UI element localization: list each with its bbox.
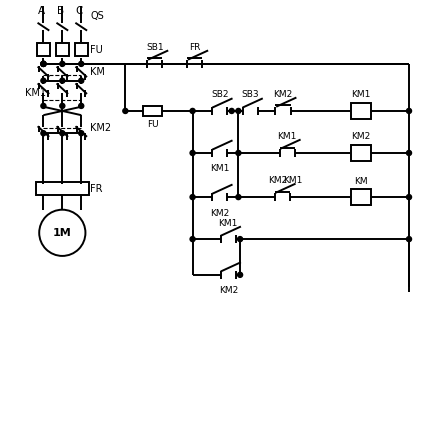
Text: KM2: KM2 <box>351 133 370 142</box>
Bar <box>351 145 371 162</box>
Circle shape <box>79 61 84 67</box>
Circle shape <box>41 61 46 67</box>
Circle shape <box>60 131 65 136</box>
Circle shape <box>190 108 195 114</box>
Circle shape <box>79 131 84 136</box>
Bar <box>143 106 162 116</box>
Circle shape <box>41 131 46 136</box>
Circle shape <box>407 194 412 200</box>
Text: C: C <box>75 6 83 16</box>
Circle shape <box>407 108 412 114</box>
Text: SB2: SB2 <box>211 89 229 98</box>
Circle shape <box>41 61 46 67</box>
Circle shape <box>60 78 65 83</box>
Text: KM2: KM2 <box>268 176 288 185</box>
Circle shape <box>41 103 46 108</box>
Text: FU: FU <box>91 45 103 55</box>
Circle shape <box>238 272 243 277</box>
Text: A: A <box>38 6 45 16</box>
Text: KM2: KM2 <box>91 124 112 133</box>
Circle shape <box>190 194 195 200</box>
Circle shape <box>407 150 412 156</box>
Circle shape <box>123 108 128 114</box>
Bar <box>351 189 371 206</box>
Bar <box>75 44 88 56</box>
Text: QS: QS <box>91 11 104 22</box>
Circle shape <box>41 78 46 83</box>
Bar <box>56 44 69 56</box>
Circle shape <box>238 237 243 241</box>
Text: KM: KM <box>354 177 368 186</box>
Text: FU: FU <box>147 120 159 129</box>
Text: 1M: 1M <box>53 228 71 238</box>
Circle shape <box>41 61 46 67</box>
Bar <box>351 102 371 119</box>
Text: KM2: KM2 <box>273 89 293 98</box>
Circle shape <box>79 78 84 83</box>
Text: KM1: KM1 <box>219 219 238 228</box>
Text: KM2: KM2 <box>210 209 230 218</box>
Circle shape <box>60 61 65 67</box>
Circle shape <box>190 237 195 241</box>
Circle shape <box>41 61 46 67</box>
Bar <box>36 182 89 195</box>
Text: SB1: SB1 <box>146 43 164 51</box>
Text: KM2: KM2 <box>219 286 238 295</box>
Text: KM1: KM1 <box>210 165 230 173</box>
Circle shape <box>190 150 195 156</box>
Text: KM: KM <box>91 67 105 77</box>
Circle shape <box>229 108 234 114</box>
Bar <box>37 44 50 56</box>
Text: KM1: KM1 <box>351 90 371 99</box>
Text: FR: FR <box>91 184 103 194</box>
Circle shape <box>236 194 241 200</box>
Text: KM1: KM1 <box>25 88 46 98</box>
Circle shape <box>236 108 241 114</box>
Text: KM1: KM1 <box>283 176 302 185</box>
Circle shape <box>60 103 65 108</box>
Text: SB3: SB3 <box>242 89 259 98</box>
Text: KM1: KM1 <box>277 133 297 142</box>
Text: B: B <box>57 6 64 16</box>
Circle shape <box>407 237 412 241</box>
Text: FR: FR <box>189 43 201 51</box>
Circle shape <box>236 150 241 156</box>
Circle shape <box>79 103 84 108</box>
